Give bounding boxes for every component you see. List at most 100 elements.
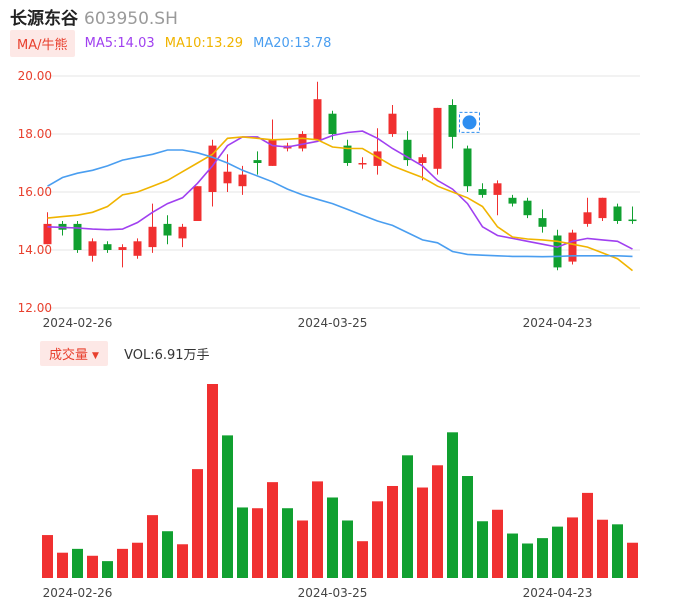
candle-up [88,241,97,256]
indicator-selector-button[interactable]: MA/牛熊 [10,30,75,57]
volume-bar [447,432,458,578]
candle-up [598,197,607,219]
volume-bar [57,552,68,578]
stock-header: 长源东谷 603950.SH [10,4,178,29]
candle-up [583,212,592,224]
volume-legend: 成交量 ▼ VOL:6.91万手 [40,341,210,366]
volume-bar [72,548,83,578]
candle-down [448,105,457,137]
volume-bar [597,519,608,578]
volume-bar [567,517,578,578]
y-tick-label: 16.00 [18,185,52,199]
volume-selector-label: 成交量 [49,348,89,363]
event-marker-frame [459,111,480,133]
volume-bar [372,501,383,578]
candle-up [208,145,217,192]
candle-up [298,134,307,149]
volume-bar [132,542,143,578]
volume-bar [237,507,248,578]
candle-down [163,223,172,236]
event-marker-icon [462,115,477,130]
candle-up [388,113,397,134]
y-tick-label: 14.00 [18,243,52,257]
volume-bar [312,481,323,578]
volume-bar [147,515,158,578]
candle-up [418,157,427,163]
candle-up [358,163,367,165]
volume-bar [102,561,113,578]
volume-bar [177,544,188,578]
volume-bar [222,435,233,578]
ma5-line [47,130,633,250]
candle-up [223,171,232,184]
candle-down [343,145,352,163]
volume-bar [327,497,338,578]
ma-legend: MA/牛熊 MA5:14.03 MA10:13.29 MA20:13.78 [10,30,332,57]
volume-bar [252,508,263,578]
volume-bar [462,476,473,578]
candle-down [628,219,637,222]
volume-bar [552,526,563,578]
y-tick-label: 12.00 [18,301,52,315]
candle-up [133,241,142,256]
volume-bar [87,555,98,578]
candle-up [568,232,577,262]
candle-down [253,160,262,163]
y-tick-label: 18.00 [18,127,52,141]
volume-bar [477,521,488,578]
volume-bar [162,531,173,578]
ma10-line [47,136,633,272]
candle-up [118,247,127,250]
x-tick-label: 2024-03-25 [298,316,368,330]
volume-bar [432,465,443,578]
volume-bar [267,482,278,578]
stock-code: 603950.SH [84,9,178,29]
volume-selector-button[interactable]: 成交量 ▼ [40,341,108,366]
candle-down [613,206,622,221]
volume-bar [342,520,353,578]
volume-x-tick-label: 2024-04-23 [523,586,593,600]
volume-bar [192,469,203,578]
candle-up [268,139,277,166]
candle-down [478,189,487,195]
volume-bar [537,538,548,578]
candle-down [538,218,547,227]
candle-up [433,107,442,169]
volume-value-label: VOL:6.91万手 [124,348,210,363]
candle-up [148,226,157,248]
candle-down [523,200,532,216]
ma20-label: MA20:13.78 [253,36,332,51]
volume-bar [612,524,623,578]
x-tick-label: 2024-04-23 [523,316,593,330]
ma20-line [47,149,633,258]
volume-bar [117,548,128,578]
volume-bar [507,533,518,578]
volume-bar [627,542,638,578]
ma5-label: MA5:14.03 [84,36,155,51]
candle-down [508,197,517,204]
candle-down [403,139,412,161]
volume-bar [402,455,413,578]
volume-bar [387,485,398,578]
candle-up [43,223,52,245]
volume-bar [42,535,53,578]
volume-bar [297,520,308,578]
candle-up [193,186,202,221]
candle-down [73,223,82,250]
volume-bar [357,541,368,578]
candle-up [178,226,187,239]
candle-down [463,148,472,187]
volume-bar [492,509,503,578]
candle-down [103,244,112,250]
volume-bar [522,543,533,578]
volume-bar [582,492,593,578]
candle-up [373,151,382,166]
candle-up [313,99,322,140]
x-tick-label: 2024-02-26 [43,316,113,330]
stock-name: 长源东谷 [10,9,78,29]
ma10-label: MA10:13.29 [164,36,244,51]
volume-bar [282,508,293,578]
volume-x-tick-label: 2024-02-26 [43,586,113,600]
candle-up [493,183,502,195]
